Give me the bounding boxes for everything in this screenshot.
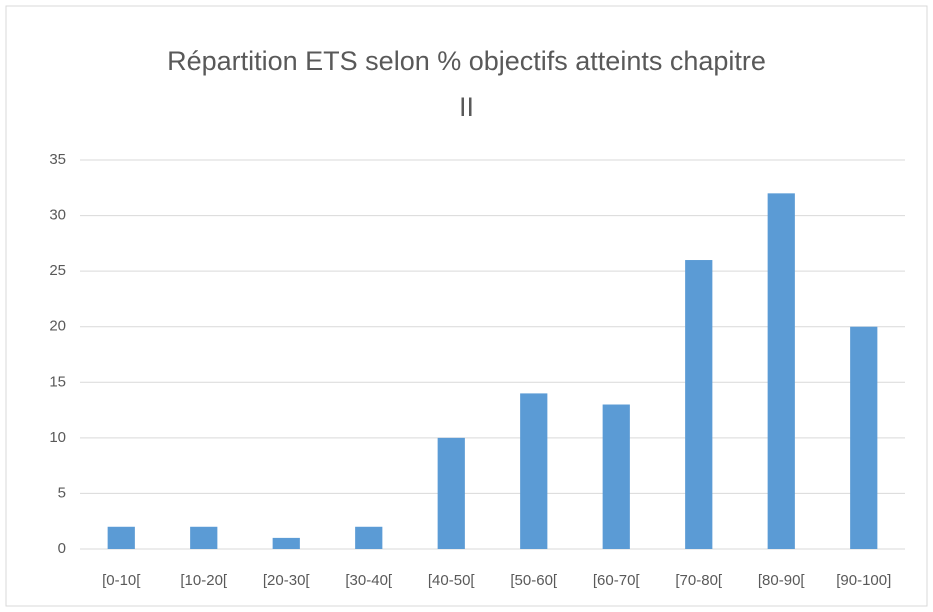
- chart-border: [5, 5, 928, 607]
- y-tick-label: 30: [49, 207, 66, 224]
- x-tick-label: [70-80[: [675, 572, 723, 589]
- x-tick-label: [90-100]: [836, 572, 891, 589]
- y-tick-label: 5: [58, 484, 66, 501]
- bar: [355, 526, 383, 549]
- x-tick-label: [0-10[: [102, 572, 141, 589]
- bar: [602, 404, 630, 549]
- bar: [850, 326, 878, 549]
- bar: [272, 537, 300, 549]
- y-tick-label: 25: [49, 262, 66, 279]
- x-tick-label: [20-30[: [263, 572, 311, 589]
- y-tick-label: 15: [49, 373, 66, 390]
- y-tick-label: 35: [49, 151, 66, 168]
- x-tick-label: [30-40[: [345, 572, 393, 589]
- bar: [685, 260, 713, 549]
- bar: [437, 437, 465, 549]
- bar: [107, 526, 135, 549]
- chart-title: Répartition ETS selon % objectifs attein…: [167, 46, 766, 122]
- y-tick-label: 10: [49, 429, 66, 446]
- bar: [767, 193, 795, 550]
- x-tick-label: [80-90[: [758, 572, 806, 589]
- x-tick-label: [60-70[: [593, 572, 641, 589]
- y-tick-label: 20: [49, 318, 66, 335]
- y-tick-label: 0: [58, 540, 66, 557]
- bar: [520, 393, 548, 549]
- x-tick-label: [10-20[: [180, 572, 228, 589]
- bar: [190, 526, 218, 549]
- x-tick-label: [40-50[: [428, 572, 476, 589]
- x-tick-label: [50-60[: [510, 572, 558, 589]
